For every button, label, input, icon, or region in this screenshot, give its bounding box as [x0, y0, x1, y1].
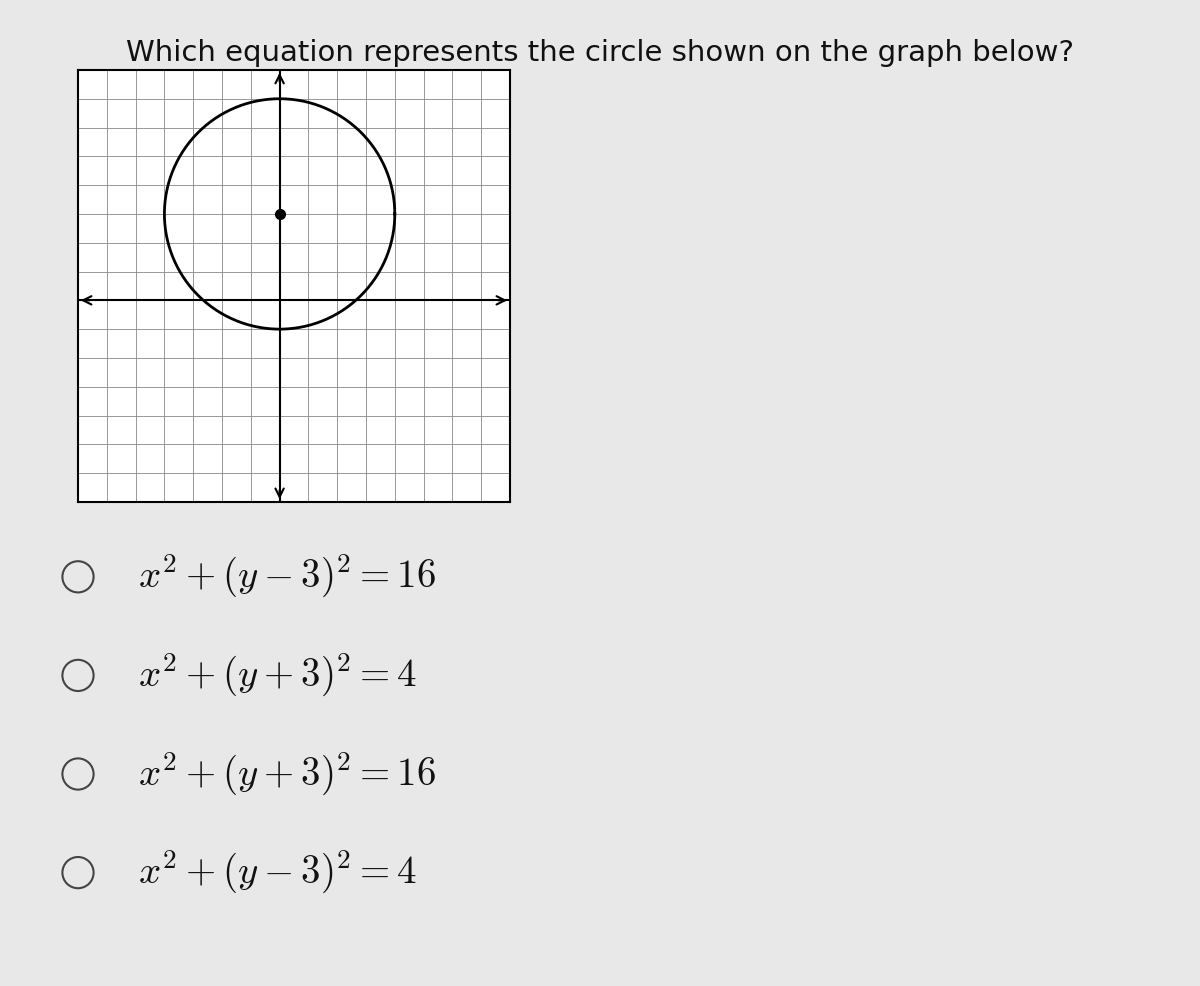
Text: $x^2 + (y + 3)^2 = 16$: $x^2 + (y + 3)^2 = 16$	[138, 750, 436, 798]
Text: Which equation represents the circle shown on the graph below?: Which equation represents the circle sho…	[126, 39, 1074, 67]
Text: $x^2 + (y + 3)^2 = 4$: $x^2 + (y + 3)^2 = 4$	[138, 652, 418, 699]
Text: $x^2 + (y - 3)^2 = 4$: $x^2 + (y - 3)^2 = 4$	[138, 849, 418, 896]
Text: $x^2 + (y - 3)^2 = 16$: $x^2 + (y - 3)^2 = 16$	[138, 553, 436, 600]
